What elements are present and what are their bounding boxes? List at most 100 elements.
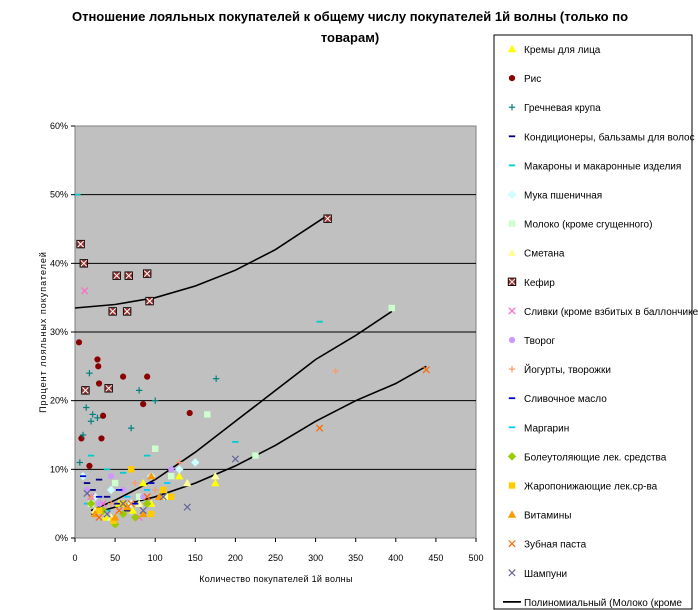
data-point	[323, 214, 332, 223]
data-point	[175, 472, 184, 480]
data-point	[98, 435, 105, 442]
data-point	[140, 401, 147, 408]
data-point	[101, 513, 110, 521]
data-point	[191, 458, 200, 467]
data-point	[135, 387, 143, 394]
data-point	[75, 339, 83, 346]
data-point	[95, 500, 103, 507]
gridlines	[75, 194, 476, 470]
legend-box	[493, 34, 693, 610]
trendline	[90, 310, 393, 512]
legend-marker	[508, 104, 516, 111]
data-point	[95, 380, 103, 387]
data-point	[152, 486, 159, 494]
data-point	[145, 296, 154, 306]
legend-label: Зубная паста	[524, 539, 587, 551]
chart-title-line-1: Отношение лояльных покупателей к общему …	[72, 9, 628, 24]
data-point	[81, 386, 90, 395]
legend-label: Кондиционеры, бальзамы для волос	[524, 131, 695, 143]
legend-label: Кремы для лица	[524, 45, 601, 56]
x-tick-label: 300	[308, 553, 323, 563]
y-tick-label: 30%	[50, 327, 68, 337]
legend-label: Шампуни	[524, 569, 567, 580]
data-point	[86, 370, 93, 377]
data-point	[134, 499, 144, 507]
data-point	[87, 418, 95, 425]
data-point	[106, 485, 116, 495]
legend-label: Витамины	[524, 511, 571, 522]
data-point	[186, 409, 193, 417]
data-point	[131, 479, 139, 487]
legend: Кремы для лица Рис Гречневая крупа Кондицио…	[503, 44, 698, 609]
y-tick-label: 10%	[50, 464, 68, 474]
data-point	[76, 459, 84, 466]
data-point	[107, 473, 115, 480]
x-tick-labels: 0 50 100 150 200 250 300 350 400 450 500	[72, 538, 484, 563]
legend-label: Сливочное масло	[524, 394, 607, 405]
data-point	[143, 493, 151, 501]
x-tick-label: 450	[428, 553, 443, 563]
data-point	[127, 500, 135, 508]
data-point	[79, 431, 87, 439]
x-tick-label: 200	[228, 553, 243, 563]
data-point	[160, 486, 167, 494]
data-point	[79, 259, 89, 268]
data-point	[212, 375, 220, 382]
data-point	[110, 520, 120, 529]
legend-label: Творог	[524, 336, 556, 347]
data-point	[152, 445, 159, 452]
data-point	[138, 478, 148, 487]
data-point	[127, 424, 135, 432]
data-point	[80, 287, 89, 295]
legend-marker	[507, 277, 517, 286]
legend-marker	[507, 190, 517, 199]
data-point	[94, 356, 101, 363]
data-point	[388, 304, 395, 312]
data-point	[127, 466, 135, 473]
data-point	[87, 493, 95, 500]
data-point	[135, 493, 143, 500]
data-point	[115, 506, 123, 515]
data-point	[159, 493, 167, 501]
legend-marker	[508, 365, 516, 373]
data-point	[122, 502, 132, 511]
data-point	[183, 503, 191, 511]
data-point	[168, 466, 175, 473]
chart-title-line-2: товарам)	[321, 30, 379, 45]
trendline	[74, 214, 329, 309]
y-tick-label: 20%	[50, 396, 68, 406]
data-point	[83, 404, 90, 411]
legend-label: Болеутоляющие лек. средства	[524, 452, 667, 463]
data-point	[128, 506, 137, 514]
data-point	[211, 472, 220, 480]
data-point	[152, 397, 159, 404]
data-point	[76, 239, 85, 249]
data-point	[140, 493, 147, 500]
data-point	[86, 462, 93, 469]
x-axis-label: Количество покупателей 1й волны	[199, 574, 352, 584]
data-point	[108, 307, 117, 316]
data-point	[95, 513, 103, 522]
data-point	[120, 373, 127, 380]
data-point	[168, 493, 175, 500]
legend-marker	[508, 482, 516, 489]
legend-label: Макароны и макаронные изделия	[524, 161, 681, 172]
data-point	[147, 510, 155, 518]
legend-label: Жаропонижающие лек.ср-ва	[524, 482, 658, 493]
data-point	[142, 499, 152, 508]
x-tick-label: 100	[148, 553, 163, 563]
data-point	[86, 499, 96, 508]
y-tick-label: 60%	[50, 121, 68, 131]
data-point	[118, 509, 128, 519]
legend-marker	[508, 569, 516, 577]
y-axis-label: Процент лояльных покупателей	[38, 251, 48, 413]
legend-label: Мука пшеничная	[524, 191, 602, 202]
data-point	[119, 500, 127, 508]
y-tick-label: 50%	[50, 190, 68, 200]
data-point	[175, 465, 184, 474]
legend-marker	[508, 75, 516, 82]
data-point	[130, 513, 140, 522]
legend-label: Маргарин	[524, 423, 569, 434]
legend-label: Сливки (кроме взбитых в баллончике)	[524, 306, 698, 318]
